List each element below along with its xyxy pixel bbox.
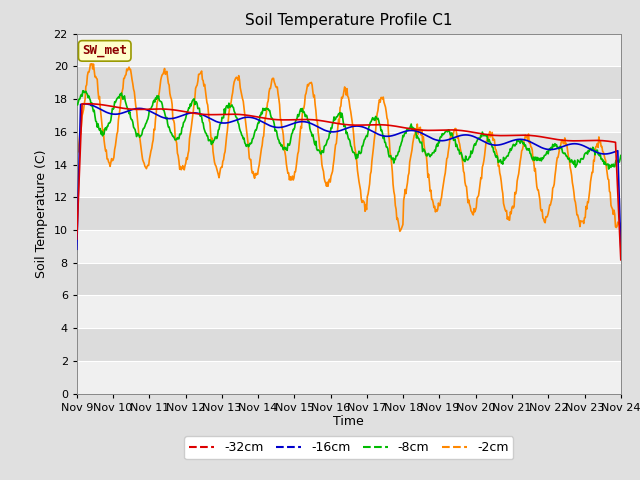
Bar [77, 263, 621, 295]
Bar [77, 165, 621, 197]
Y-axis label: Soil Temperature (C): Soil Temperature (C) [35, 149, 48, 278]
Bar [77, 34, 621, 66]
Title: Soil Temperature Profile C1: Soil Temperature Profile C1 [245, 13, 452, 28]
Bar [77, 132, 621, 165]
Text: SW_met: SW_met [82, 44, 127, 58]
Bar [77, 361, 621, 394]
Bar [77, 295, 621, 328]
Bar [77, 99, 621, 165]
Bar [77, 197, 621, 230]
Bar [77, 328, 621, 361]
Bar [77, 66, 621, 99]
Bar [77, 99, 621, 132]
Legend: -32cm, -16cm, -8cm, -2cm: -32cm, -16cm, -8cm, -2cm [184, 436, 513, 459]
X-axis label: Time: Time [333, 415, 364, 429]
Bar [77, 230, 621, 263]
